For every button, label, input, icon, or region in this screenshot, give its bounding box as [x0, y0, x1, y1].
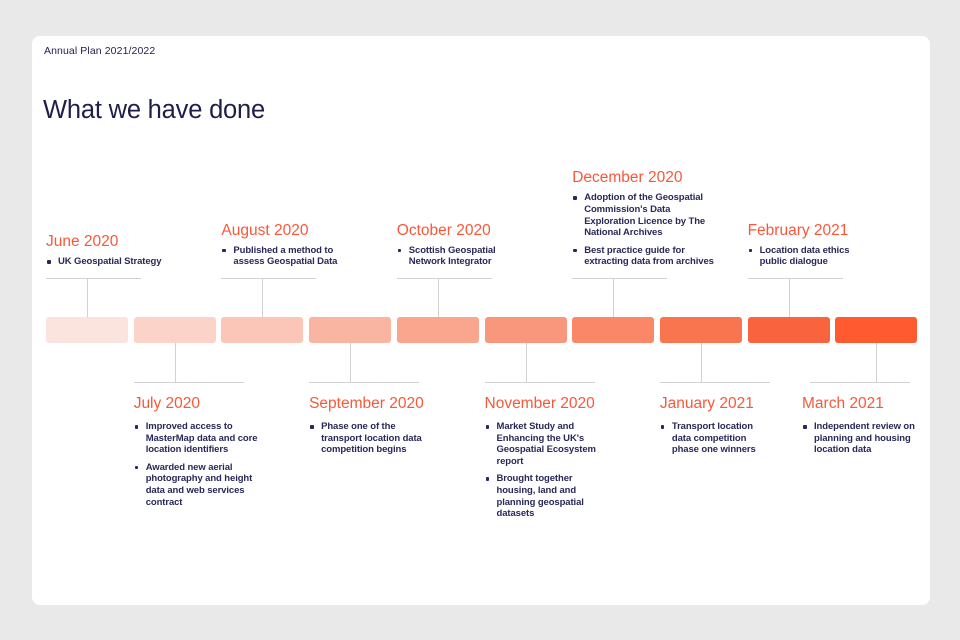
bullet-icon	[573, 248, 577, 253]
timeline-block-february-2021	[747, 317, 830, 343]
bullet-icon	[573, 196, 577, 200]
connector-line	[396, 278, 492, 279]
timeline-block-march-2021	[835, 317, 918, 343]
timeline-block-august-2020	[221, 317, 304, 343]
connector-line	[700, 343, 702, 382]
annual-plan-page: Annual Plan 2021/2022 What we have done …	[32, 36, 930, 605]
timeline-block-june-2020	[46, 317, 128, 343]
month-heading: February 2021	[747, 221, 849, 239]
event-bullet: UK Geospatial Strategy	[46, 256, 161, 268]
bullet-icon	[134, 465, 139, 470]
bullet-icon	[660, 425, 665, 429]
month-heading: November 2020	[484, 395, 595, 412]
connector-line	[46, 278, 141, 279]
event-bullet: Location data ethics public dialogue	[748, 245, 850, 268]
bullet-icon	[310, 425, 314, 429]
event-bullet: Market Study and Enhancing the UK's Geos…	[485, 421, 596, 467]
connector-line	[221, 278, 317, 279]
connector-line	[262, 279, 264, 317]
month-heading: January 2021	[659, 395, 754, 412]
month-heading: September 2020	[309, 395, 424, 412]
bullet-icon	[485, 477, 489, 481]
bullet-icon	[134, 425, 139, 429]
connector-line	[810, 382, 910, 383]
connector-line	[613, 279, 615, 317]
connector-line	[309, 382, 420, 383]
connector-line	[174, 343, 176, 382]
connector-line	[876, 343, 878, 382]
timeline-event-march-2021: March 2021 Independent review on plannin…	[802, 382, 915, 456]
connector-line	[525, 343, 527, 382]
event-bullet: Transport location data competition phas…	[660, 421, 770, 456]
timeline-block-november-2020	[484, 317, 567, 343]
timeline-event-february-2021: February 2021 Location data ethics publi…	[747, 221, 850, 279]
connector-line	[437, 279, 439, 317]
event-bullet: Scottish Geospatial Network Integrator	[397, 245, 496, 268]
bullet-icon	[485, 425, 489, 429]
timeline-event-october-2020: October 2020 Scottish Geospatial Network…	[396, 221, 496, 279]
bullet-icon	[803, 425, 807, 429]
event-bullet: Independent review on planning and housi…	[802, 421, 915, 456]
connector-line	[659, 382, 770, 383]
month-heading: June 2020	[46, 233, 119, 251]
timeline-block-december-2020	[572, 317, 655, 343]
bullet-icon	[47, 260, 51, 264]
month-heading: December 2020	[572, 169, 683, 187]
page-title: What we have done	[43, 96, 265, 124]
timeline-event-september-2020: September 2020 Phase one of the transpor…	[309, 382, 424, 456]
connector-line	[133, 382, 244, 383]
connector-line	[747, 278, 843, 279]
connector-line	[350, 343, 352, 382]
event-bullet: Adoption of the Geospatial Commission's …	[572, 192, 714, 238]
timeline-block-july-2020	[133, 317, 216, 343]
timeline-event-june-2020: June 2020 UK Geospatial Strategy	[46, 232, 161, 279]
bullet-icon	[397, 248, 402, 253]
connector-line	[87, 279, 88, 317]
timeline-event-august-2020: August 2020 Published a method to assess…	[221, 221, 337, 279]
event-bullet: Published a method to assess Geospatial …	[221, 245, 337, 268]
bullet-icon	[748, 248, 753, 253]
timeline-event-january-2021: January 2021 Transport location data com…	[659, 382, 770, 456]
timeline-block-september-2020	[309, 317, 392, 343]
bullet-icon	[222, 248, 226, 253]
event-bullet: Best practice guide for extracting data …	[572, 245, 714, 268]
event-bullet: Improved access to MasterMap data and co…	[134, 421, 258, 456]
timeline-block-october-2020	[396, 317, 479, 343]
document-label: Annual Plan 2021/2022	[44, 45, 156, 57]
connector-line	[484, 382, 595, 383]
month-heading: July 2020	[133, 395, 201, 412]
timeline-event-july-2020: July 2020 Improved access to MasterMap d…	[133, 382, 258, 508]
timeline-event-november-2020: November 2020 Market Study and Enhancing…	[484, 382, 596, 520]
event-bullet: Phase one of the transport location data…	[309, 421, 424, 456]
timeline-event-december-2020: December 2020 Adoption of the Geospatial…	[572, 168, 714, 279]
timeline-block-january-2021	[659, 317, 742, 343]
month-heading: March 2021	[802, 395, 884, 412]
connector-line	[572, 278, 668, 279]
connector-line	[788, 279, 790, 317]
month-heading: August 2020	[221, 221, 309, 239]
event-bullet: Brought together housing, land and plann…	[485, 473, 596, 519]
event-bullet: Awarded new aerial photography and heigh…	[134, 462, 258, 508]
month-heading: October 2020	[396, 221, 491, 239]
